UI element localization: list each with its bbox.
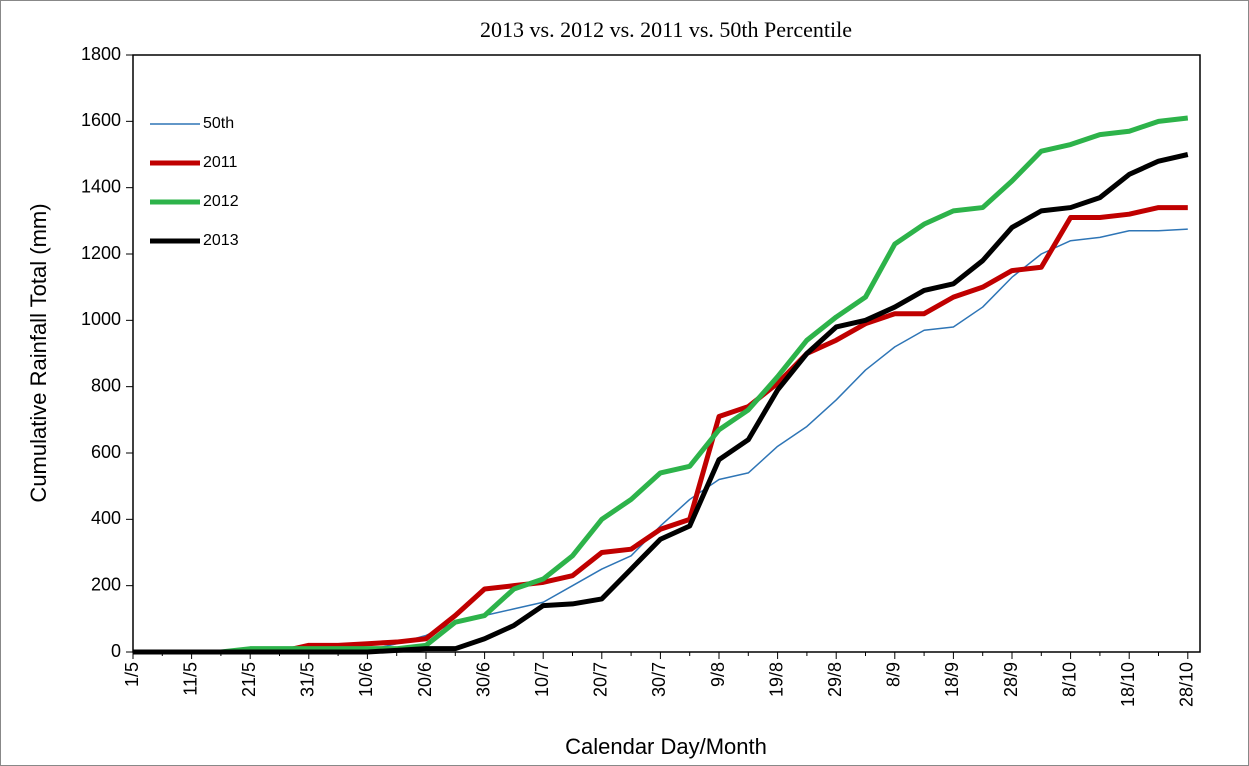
y-tick-label: 1000 [81, 309, 121, 329]
legend-label: 2013 [203, 232, 239, 249]
y-tick-label: 0 [111, 641, 121, 661]
plot-area [132, 54, 1201, 653]
x-tick-label: 30/6 [473, 662, 493, 697]
x-tick-label: 11/5 [180, 662, 200, 696]
x-tick-label: 28/10 [1177, 662, 1197, 707]
x-tick-label: 18/10 [1118, 662, 1138, 707]
x-tick-label: 28/9 [1001, 662, 1021, 697]
series-line [133, 152, 1189, 655]
x-tick-label: 18/9 [942, 662, 962, 697]
x-tick-label: 9/8 [708, 662, 728, 687]
series-line [133, 115, 1189, 655]
series-line [133, 205, 1188, 655]
x-tick-label: 31/5 [298, 662, 318, 697]
chart-title: 2013 vs. 2012 vs. 2011 vs. 50th Percenti… [480, 17, 852, 42]
y-tick-label: 600 [91, 442, 121, 462]
x-tick-label: 19/8 [766, 662, 786, 697]
x-tick-label: 8/10 [1059, 662, 1079, 697]
x-tick-label: 10/7 [532, 662, 552, 697]
y-tick-label: 200 [91, 574, 121, 594]
legend-label: 2011 [203, 154, 238, 171]
x-tick-label: 20/7 [591, 662, 611, 697]
y-tick-label: 800 [91, 375, 121, 395]
x-tick-label: 21/5 [239, 662, 259, 697]
legend-label: 2012 [203, 193, 239, 210]
legend-label: 50th [203, 115, 234, 132]
y-tick-label: 400 [91, 508, 121, 528]
y-tick-label: 1800 [81, 44, 121, 64]
y-tick-label: 1400 [81, 176, 121, 196]
y-tick-label: 1600 [81, 110, 121, 130]
x-tick-label: 29/8 [825, 662, 845, 697]
x-tick-label: 10/6 [356, 662, 376, 697]
x-tick-label: 30/7 [649, 662, 669, 697]
x-tick-label: 20/6 [415, 662, 435, 697]
y-tick-label: 1200 [81, 243, 121, 263]
y-axis-label: Cumulative Rainfall Total (mm) [26, 203, 51, 502]
x-tick-label: 1/5 [122, 662, 142, 687]
x-axis-label: Calendar Day/Month [565, 734, 767, 759]
x-tick-label: 8/9 [884, 662, 904, 687]
